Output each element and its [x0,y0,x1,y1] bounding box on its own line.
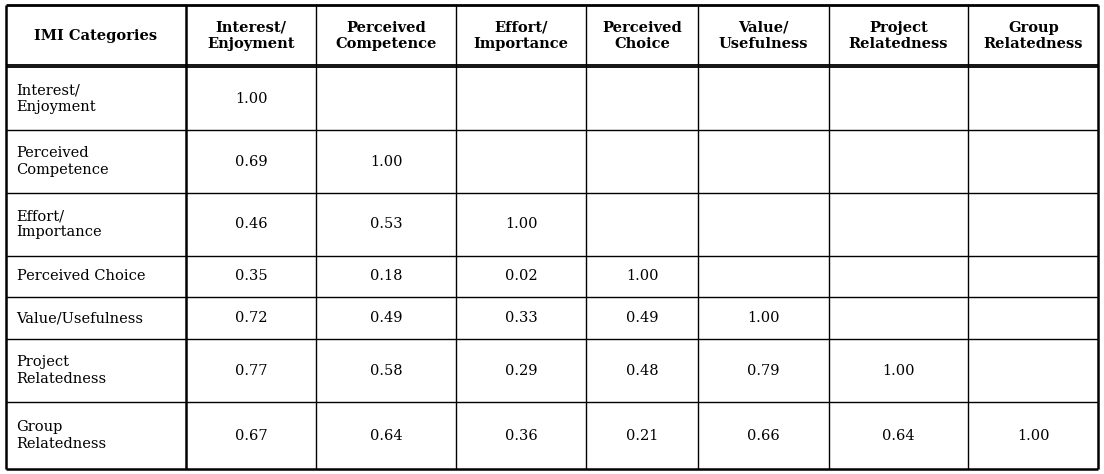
Text: Project
Relatedness: Project Relatedness [849,21,948,51]
Text: 1.00: 1.00 [747,311,779,325]
Text: 0.72: 0.72 [235,311,267,325]
Text: 0.64: 0.64 [882,428,915,443]
Text: Interest/
Enjoyment: Interest/ Enjoyment [17,84,96,114]
Text: Effort/
Importance: Effort/ Importance [17,209,103,239]
Text: 0.49: 0.49 [370,311,403,325]
Text: 0.53: 0.53 [370,217,403,231]
Text: 0.35: 0.35 [235,270,267,283]
Text: 0.46: 0.46 [235,217,267,231]
Text: Group
Relatedness: Group Relatedness [17,420,107,451]
Text: 0.48: 0.48 [626,364,659,378]
Text: Group
Relatedness: Group Relatedness [984,21,1083,51]
Text: 0.58: 0.58 [370,364,403,378]
Text: Perceived
Competence: Perceived Competence [336,21,437,51]
Text: 1.00: 1.00 [370,155,403,169]
Text: 1.00: 1.00 [1017,428,1050,443]
Text: Perceived Choice: Perceived Choice [17,270,145,283]
Text: Value/
Usefulness: Value/ Usefulness [719,21,808,51]
Text: Perceived
Competence: Perceived Competence [17,146,109,177]
Text: Interest/
Enjoyment: Interest/ Enjoyment [208,21,295,51]
Text: 0.02: 0.02 [505,270,538,283]
Text: 0.69: 0.69 [235,155,267,169]
Text: 1.00: 1.00 [235,92,267,106]
Text: 0.29: 0.29 [505,364,538,378]
Text: 1.00: 1.00 [882,364,914,378]
Text: 0.18: 0.18 [370,270,403,283]
Text: Effort/
Importance: Effort/ Importance [474,21,569,51]
Text: 0.33: 0.33 [505,311,538,325]
Text: 0.66: 0.66 [747,428,779,443]
Text: Value/Usefulness: Value/Usefulness [17,311,144,325]
Text: Perceived
Choice: Perceived Choice [603,21,682,51]
Text: 0.77: 0.77 [235,364,267,378]
Text: 0.64: 0.64 [370,428,403,443]
Text: 1.00: 1.00 [505,217,538,231]
Text: 0.49: 0.49 [626,311,659,325]
Text: 0.36: 0.36 [505,428,538,443]
Text: Project
Relatedness: Project Relatedness [17,356,107,386]
Text: IMI Categories: IMI Categories [34,29,158,43]
Text: 0.21: 0.21 [626,428,658,443]
Text: 0.79: 0.79 [747,364,779,378]
Text: 1.00: 1.00 [626,270,659,283]
Text: 0.67: 0.67 [235,428,267,443]
